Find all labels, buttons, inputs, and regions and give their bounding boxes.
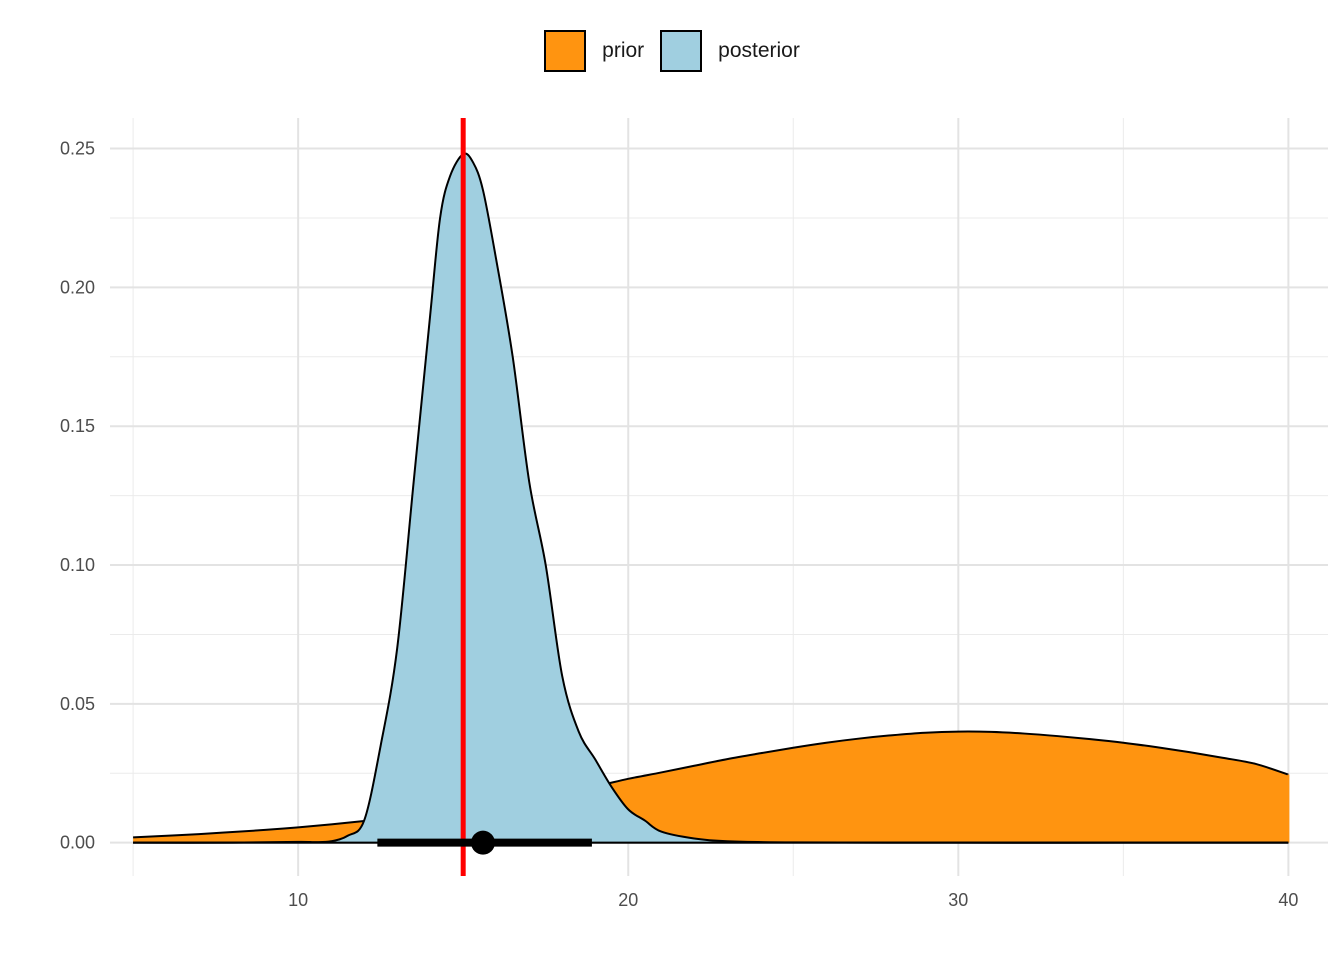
x-tick-label: 30 (948, 890, 968, 910)
y-axis-ticks: 0.00 0.05 0.10 0.15 0.20 0.25 (60, 139, 95, 853)
legend-item-prior: prior (544, 30, 644, 72)
legend-label-prior: prior (602, 39, 645, 62)
density-area-posterior (133, 153, 1289, 843)
legend: prior posterior (0, 30, 1344, 72)
legend-item-posterior: posterior (660, 30, 800, 72)
legend-swatch-posterior (660, 30, 703, 72)
density-outline-posterior (133, 152, 1289, 844)
y-tick-label: 0.10 (60, 555, 95, 575)
x-tick-label: 40 (1278, 890, 1298, 910)
legend-swatch-prior (544, 30, 587, 72)
grid-major (110, 118, 1328, 876)
x-tick-label: 20 (618, 890, 638, 910)
density-areas (133, 152, 1290, 844)
interval-group (377, 830, 592, 855)
interval-point (470, 830, 495, 855)
legend-label-posterior: posterior (718, 39, 800, 62)
y-tick-label: 0.15 (60, 416, 95, 436)
y-tick-label: 0.00 (60, 833, 95, 853)
x-tick-label: 10 (288, 890, 308, 910)
y-tick-label: 0.20 (60, 277, 95, 297)
x-axis-ticks: 10 20 30 40 (288, 890, 1298, 910)
y-tick-label: 0.25 (60, 139, 95, 159)
y-tick-label: 0.05 (60, 694, 95, 714)
